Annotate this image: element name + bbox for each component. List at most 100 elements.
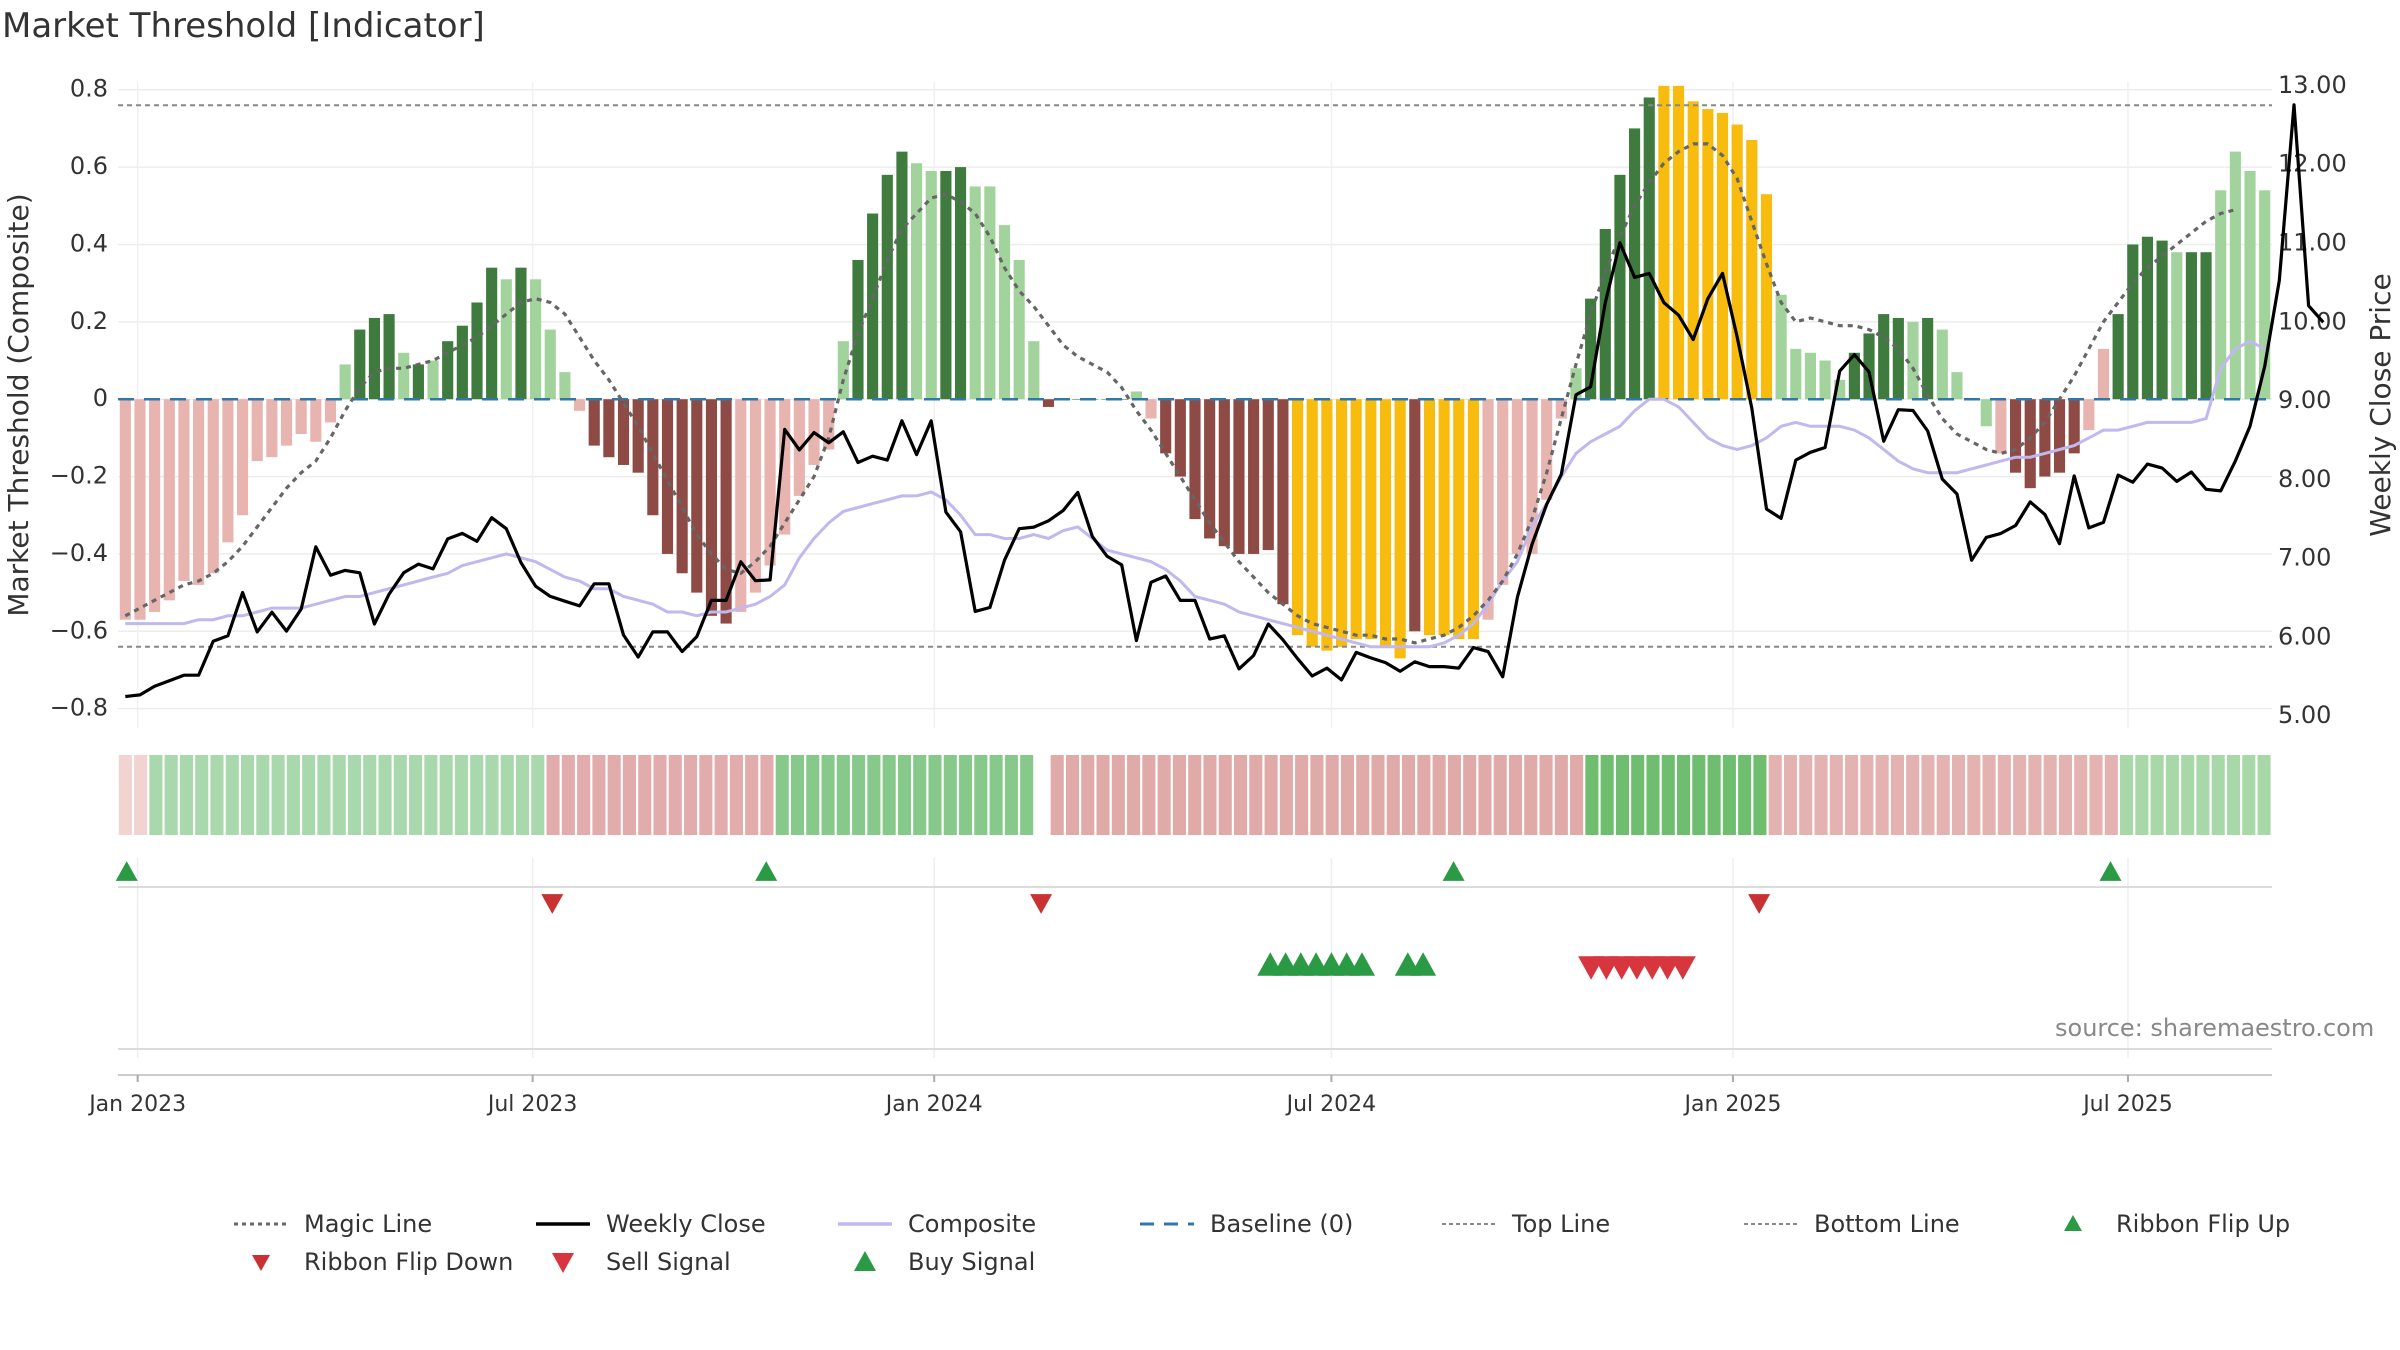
ribbon-segment [1188,755,1202,835]
ribbon-segment [1738,755,1752,835]
legend-item-bottom-line: Bottom Line [1740,1209,2042,1239]
legend-row-1: Magic Line Weekly Close Composite Baseli… [230,1205,2350,1243]
composite-bar [2141,236,2154,400]
ribbon-segment [1799,755,1813,835]
legend-item-ribbon-flip-up: Ribbon Flip Up [2042,1209,2344,1239]
ribbon-segment [1127,755,1141,835]
ribbon-segment [729,755,743,835]
ribbon-segment [836,755,850,835]
legend-row-2: Ribbon Flip Down Sell Signal Buy Signal [230,1243,2350,1281]
ribbon-segment [790,755,805,835]
y-left-tick-label: 0.6 [70,152,108,180]
ribbon-segment [1508,755,1523,835]
ribbon-segment [867,755,881,835]
composite-bar [1716,112,1729,400]
ribbon-segment [775,755,789,835]
composite-bar [735,399,747,612]
composite-bar [1878,314,1890,400]
ribbon-segment [699,755,713,835]
composite-bar [1731,124,1743,400]
x-tick-label: Jul 2024 [1285,1092,1377,1117]
composite-bar [1497,399,1509,585]
ribbon-segment [1570,755,1584,835]
ribbon-segment [928,755,942,835]
composite-bar [1467,399,1479,640]
legend-label: Top Line [1512,1210,1611,1238]
legend-label: Composite [908,1210,1037,1238]
ribbon-segment [1829,755,1843,835]
ribbon-segment [1157,755,1171,835]
ribbon-segment [1875,755,1889,835]
composite-bar [1423,399,1436,636]
composite-bar [617,399,630,465]
ribbon-segment [1753,755,1767,835]
ribbon-segment [1020,755,1034,835]
ribbon-segment [2135,755,2149,835]
ribbon-segment [1417,755,1431,835]
ribbon-segment [439,755,453,835]
composite-bar [1189,399,1201,520]
ribbon-segment [607,755,621,835]
composite-bar [779,399,791,535]
ribbon-segment [271,755,285,835]
ribbon-segment [1386,755,1400,835]
composite-bar [383,314,395,400]
ribbon-segment [134,755,148,835]
ribbon-segment [1264,755,1278,835]
weekly-close-key-icon [536,1222,590,1226]
composite-bar [310,399,322,442]
legend-label: Sell Signal [606,1248,731,1276]
composite-bar [119,399,131,620]
top-line-key-icon [1442,1223,1496,1225]
ribbon-segment [2120,755,2134,835]
ribbon-segment [622,755,637,835]
ribbon-segment [1722,755,1736,835]
ribbon-segment [286,755,300,835]
ribbon-segment [256,755,270,835]
composite-bar [1760,194,1773,400]
y-left-axis-title: Market Threshold (Composite) [2,193,35,616]
y-right-tick-label: 5.00 [2278,701,2331,729]
composite-bar [427,360,439,400]
ribbon-segment [852,755,866,835]
ribbon-segment [1524,755,1538,835]
composite-bar [222,399,234,543]
composite-bar [1306,399,1318,647]
composite-bar [1804,352,1816,400]
composite-bar [1585,298,1597,400]
ribbon-flip-down-marker [1748,894,1771,914]
composite-bar [852,259,864,400]
composite-bar [705,399,718,616]
legend-label: Bottom Line [1814,1210,1960,1238]
composite-bar [2068,399,2080,454]
ribbon-flip-up-marker [2099,861,2122,881]
ribbon-segment [1279,755,1293,835]
ribbon-segment [1997,755,2011,835]
ribbon-segment [1050,755,1064,835]
composite-bar [2024,399,2036,489]
legend-label: Buy Signal [908,1248,1036,1276]
ribbon-segment [1493,755,1507,835]
ribbon-segment [1035,755,1049,835]
ribbon-segment [409,755,423,835]
ribbon-segment [424,755,438,835]
composite-bar [1892,317,1904,400]
composite-bar [1262,399,1274,551]
ribbon-segment [1921,755,1935,835]
ribbon-segment [1692,755,1706,835]
ribbon-segment [546,755,560,835]
ribbon-segment [347,755,362,835]
y-right-tick-label: 11.00 [2278,229,2347,257]
ribbon-segment [882,755,896,835]
ribbon-segment [1371,755,1385,835]
composite-bar [1409,399,1421,632]
ribbon-segment [378,755,392,835]
y-left-tick-label: 0.4 [70,229,108,257]
composite-bar [720,399,732,624]
composite-bar [280,399,293,446]
composite-bar [647,399,659,516]
composite-bar [2097,348,2110,400]
composite-bar [236,399,249,516]
ribbon-segment [1203,755,1217,835]
composite-bar [1292,399,1304,636]
